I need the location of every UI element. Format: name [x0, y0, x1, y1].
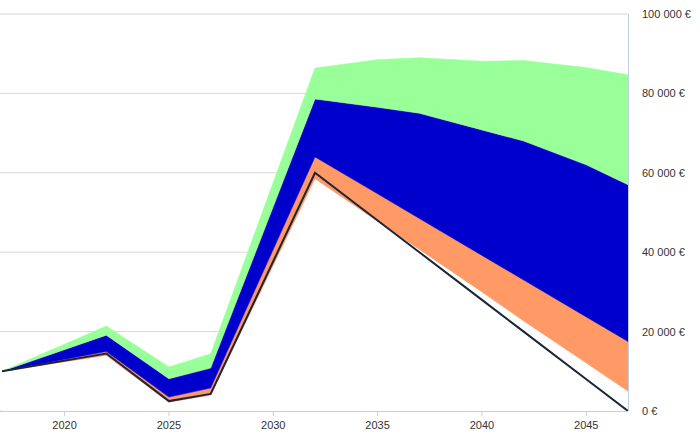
x-tick — [168, 411, 169, 416]
grid-line — [0, 14, 628, 15]
x-axis-line — [0, 411, 628, 412]
y-tick-label: 0 € — [642, 405, 657, 417]
plot-area — [2, 58, 628, 411]
y-tick-label: 80 000 € — [642, 87, 685, 99]
y-tick-label: 20 000 € — [642, 326, 685, 338]
y-axis-line — [628, 14, 629, 411]
x-tick-label: 2045 — [574, 419, 598, 431]
area — [2, 58, 628, 379]
y-tick-label: 100 000 € — [642, 8, 691, 20]
x-tick — [273, 411, 274, 416]
line — [2, 173, 628, 411]
chart: 0 € 20 000 € 40 000 € 60 000 € 80 000 € 100 0… — [0, 0, 700, 435]
y-tick-label: 60 000 € — [642, 167, 685, 179]
x-tick — [64, 411, 65, 416]
y-tick-label: 40 000 € — [642, 246, 685, 258]
x-tick — [586, 411, 587, 416]
grid — [0, 14, 628, 411]
x-tick — [377, 411, 378, 416]
x-tick-label: 2030 — [261, 419, 285, 431]
x-tick — [481, 411, 482, 416]
x-tick-label: 2035 — [365, 419, 389, 431]
x-tick-label: 2040 — [470, 419, 494, 431]
x-tick-label: 2025 — [157, 419, 181, 431]
x-tick-label: 2020 — [52, 419, 76, 431]
